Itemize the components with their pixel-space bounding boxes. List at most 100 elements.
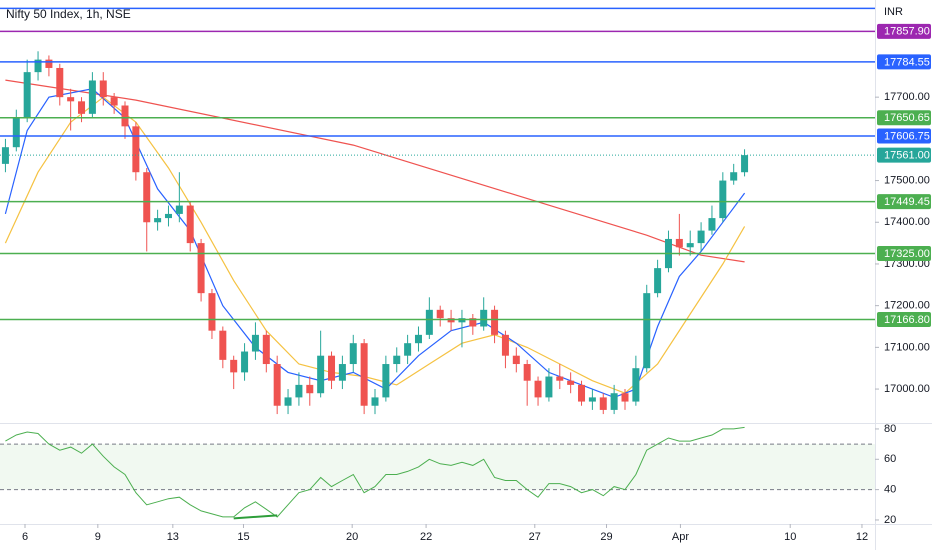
y-tick-label: 17700.00 (884, 91, 930, 103)
candle-body (588, 397, 596, 402)
price-level-label: 17857.90 (884, 26, 930, 38)
candle-body (273, 364, 281, 406)
candle-body (654, 268, 662, 294)
candle-body (447, 318, 455, 323)
price-level-tag (877, 23, 931, 39)
candle-body (382, 364, 390, 398)
candle-body (56, 67, 64, 98)
candle-body (632, 368, 640, 402)
candle-body (501, 334, 509, 356)
rsi-tick-label: 80 (884, 423, 896, 435)
candle-body (154, 218, 162, 223)
price-level-tag (877, 312, 931, 328)
price-level-tag (877, 147, 931, 163)
rsi-tick-label: 20 (884, 514, 896, 526)
candle-body (425, 309, 433, 335)
candle-body (12, 118, 20, 148)
x-tick-label: 13 (167, 531, 179, 543)
candle-body (45, 59, 53, 68)
candle-body (719, 180, 727, 219)
candle-body (643, 293, 651, 369)
rsi-tick-label: 60 (884, 453, 896, 465)
candle-body (708, 218, 716, 231)
x-tick-label: 29 (600, 531, 612, 543)
candle-body (534, 380, 542, 398)
price-level-label: 17449.45 (884, 196, 930, 208)
rsi-tick-label: 40 (884, 484, 896, 496)
x-tick-label: 22 (420, 531, 432, 543)
price-level-tag (877, 54, 931, 70)
candle-body (208, 293, 216, 331)
candle-body (567, 380, 575, 385)
price-level-tag (877, 128, 931, 144)
candle-body (306, 384, 314, 394)
candle-body (556, 376, 564, 381)
candle-body (110, 97, 118, 106)
candle-body (78, 101, 86, 114)
y-tick-label: 17200.00 (884, 300, 930, 312)
x-tick-label: 12 (856, 531, 868, 543)
candle-body (393, 355, 401, 365)
rsi-divergence (233, 514, 278, 520)
candle-body (23, 72, 31, 119)
moving-average (5, 79, 745, 263)
y-tick-label: 17000.00 (884, 383, 930, 395)
candle-body (360, 343, 368, 406)
candle-body (436, 309, 444, 319)
candle-body (491, 309, 499, 335)
rsi-line (5, 426, 745, 518)
moving-average (4, 88, 746, 399)
price-level-label: 17606.75 (884, 130, 930, 142)
candle-body (414, 334, 422, 344)
candle-body (88, 80, 96, 114)
x-tick-label: Apr (672, 531, 689, 543)
candle-body (730, 172, 738, 181)
candle-body (523, 364, 531, 381)
candle-body (230, 359, 238, 373)
candle-body (741, 155, 749, 173)
candle-body (34, 59, 42, 73)
y-tick-label: 17400.00 (884, 216, 930, 228)
candle-body (132, 126, 140, 173)
x-tick-label: 10 (784, 531, 796, 543)
x-tick-label: 27 (529, 531, 541, 543)
price-level-tag (877, 110, 931, 126)
currency-label: INR (884, 6, 903, 18)
price-level-tag (877, 194, 931, 210)
candle-body (578, 384, 586, 402)
candle-body (1, 147, 9, 164)
candle-body (328, 355, 336, 381)
price-level-label: 17166.80 (884, 314, 930, 326)
x-tick-label: 6 (22, 531, 28, 543)
candle-body (480, 309, 488, 327)
candle-body (675, 238, 683, 248)
candle-body (458, 318, 466, 323)
price-level-label: 17650.65 (884, 112, 930, 124)
candle-body (317, 355, 325, 394)
candle-body (99, 80, 107, 98)
candle-body (686, 243, 694, 248)
candle-body (404, 343, 412, 356)
candle-body (697, 230, 705, 244)
candle-body (349, 343, 357, 365)
candle-body (175, 205, 183, 214)
candle-body (67, 97, 75, 102)
candle-body (121, 105, 129, 127)
candle-body (599, 397, 607, 410)
candle-body (512, 355, 520, 365)
rsi-band (0, 444, 875, 490)
x-tick-label: 9 (95, 531, 101, 543)
candle-body (251, 334, 259, 352)
candle-body (295, 384, 303, 398)
candle-body (469, 318, 477, 327)
x-tick-label: 20 (346, 531, 358, 543)
candle-body (219, 330, 227, 360)
price-level-label: 17561.00 (884, 150, 930, 162)
candle-body (143, 172, 151, 223)
price-level-tag (877, 246, 931, 262)
x-tick-label: 15 (237, 531, 249, 543)
candle-body (284, 397, 292, 406)
candle-body (164, 213, 172, 219)
